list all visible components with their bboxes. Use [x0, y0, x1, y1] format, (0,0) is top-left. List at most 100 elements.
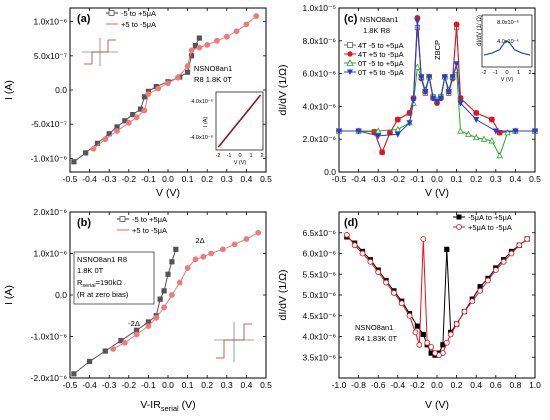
panel-c-xtick-label: -0.5	[332, 174, 347, 184]
panel-b-ytick-label: 0.0	[55, 290, 67, 300]
panel-a-series-2-point	[188, 47, 195, 54]
panel-d-legend: -5μA to +5μA +5μA to -5μA	[453, 213, 512, 232]
panel-b-series-2-point	[133, 331, 140, 338]
panel-b-series-2-point	[153, 314, 160, 321]
panel-c-xtick-label: 0.1	[451, 174, 463, 184]
panel-d-label: (d)	[344, 217, 358, 229]
panel-c-inset-point	[528, 53, 531, 56]
panel-a-inset: 4.0x10⁻⁶ -4.0x10⁻⁶ -2 -1 0 1 2 V (V) I (…	[189, 91, 264, 166]
panel-a-xtick-label: -0.5	[63, 174, 78, 184]
panel-a-series-1-point	[188, 53, 195, 59]
panel-c-inset-ytick-top: 8.0x10⁻⁶	[497, 19, 519, 26]
panel-a-series-2-point	[125, 119, 132, 126]
panel-c-yticks: 0.0 2.0x10⁻⁶ 4.0x10⁻⁶ 6.0x10⁻⁶ 8.0x10⁻⁶ 1.0x1…	[302, 3, 535, 177]
panel-d-series-2-point	[428, 343, 435, 350]
panel-c-series-4-point	[335, 128, 343, 135]
panel-a-series-2-point	[102, 136, 109, 143]
panel-d: -1.0 -0.8 -0.6 -0.4 -0.2 0.0 0.2 0.4 0.6 0.8 1.0 3…	[277, 211, 541, 411]
panel-c-ytick-label: 1.0x10⁻⁵	[302, 3, 336, 13]
panel-d-yticks: 3.5x10⁻⁶ 4.0x10⁻⁶ 4.5x10⁻⁶ 5.0x10⁻⁶ 5.5x10⁻⁶…	[302, 228, 535, 362]
panel-a-series-2-point	[133, 114, 140, 121]
panel-a-xtick-label: 0.0	[162, 174, 174, 184]
panel-c-annotation-1: NSNO8an1	[360, 15, 398, 24]
panel-a-ytick-label: -1.0x10⁻⁶	[31, 153, 67, 163]
panel-a-series-2-point	[233, 28, 240, 35]
panel-c-series-4-point	[414, 18, 421, 25]
panel-a-series-1-point	[130, 112, 136, 118]
panel-b-annotation-rserial: Rserial=190kΩ	[77, 278, 122, 289]
panel-a-series-2-point	[174, 74, 181, 81]
panel-b-annotation-r-sub: serial	[82, 283, 95, 289]
panel-d-series-2-point	[516, 242, 523, 249]
panel-b-series-1-point	[102, 348, 108, 354]
panel-d-series-2-point	[412, 329, 419, 336]
panel-d-series-2-point	[343, 231, 350, 238]
panel-c-inset-curve	[483, 40, 531, 56]
panel-c-inset-point	[506, 40, 508, 42]
panel-c-series-4-point	[473, 117, 480, 123]
panel-c-xtick-label: -0.3	[371, 174, 386, 184]
panel-d-ytick-label: 4.0x10⁻⁶	[302, 332, 336, 342]
panel-b-xtick-label: 0.4	[240, 380, 252, 390]
panel-b-xtick-label: -0.1	[141, 380, 156, 390]
panel-a-xtick-label: 0.1	[182, 174, 194, 184]
panel-b-annotation-gap-plus: 2Δ	[195, 236, 204, 245]
panel-b-ytick-label: 1.0x10⁻⁶	[33, 249, 67, 259]
panel-b-series-1-point	[165, 271, 171, 277]
panel-b-ytick-label: -2.0x10⁻⁶	[31, 373, 67, 383]
panel-b-series-2-point	[231, 241, 238, 248]
panel-c-series-3-point	[394, 125, 402, 132]
panel-a-inset-xtick-2: -1	[227, 153, 232, 159]
panel-a-series-2-point	[145, 91, 152, 97]
panel-d-legend-label-1: -5μA to +5μA	[468, 213, 512, 222]
panel-c-inset-title: dI/dV (1/ Ω)	[477, 15, 483, 46]
panel-c-inset-xlabel: V (V)	[501, 77, 514, 83]
panel-c-inset-point	[503, 41, 506, 44]
panel-d-xtick-label: 1.0	[529, 380, 541, 390]
panel-a-ytick-label: -5.0x10⁻⁷	[31, 119, 67, 129]
panel-c-inset-point	[521, 52, 523, 55]
panel-c-series-3-point	[414, 63, 421, 70]
panel-b-legend: -5 to +5μA +5 to -5μA	[117, 215, 167, 235]
panel-c-series-4-point	[453, 61, 460, 68]
panel-a-series-1-point	[83, 150, 89, 156]
panel-a-inset-curve	[217, 94, 262, 148]
panel-d-series-2-point	[351, 242, 358, 249]
panel-a-xlabel: V (V)	[156, 187, 180, 199]
panel-a-legend: -5 to +5μA +5 to -5μA	[106, 9, 156, 29]
panel-d-series-2-point	[443, 339, 450, 346]
panel-b-series-2-point	[169, 292, 175, 298]
panel-a-inset-xtick-1: -2	[216, 153, 221, 159]
panel-d-series-2-point	[500, 258, 507, 265]
panel-d-series-2-point	[375, 269, 382, 276]
panel-d-series	[343, 231, 531, 359]
panel-c-inset-ytick-bottom: 4.0x10⁻⁶	[497, 38, 519, 45]
panel-b-xtick-label: -0.3	[102, 380, 117, 390]
panel-b-annotation-4: (R at zero bias)	[77, 290, 129, 299]
panel-d-annotation-2: R4 1.83K 0T	[355, 334, 398, 343]
panel-b: -0.5 -0.4 -0.3 -0.2 -0.1 0.0 0.1 0.2 0.3 0.4 0.5 -…	[3, 207, 272, 413]
panel-c-series-4-point	[433, 98, 441, 105]
panel-b-annotation-gap-minus: -2Δ	[128, 319, 140, 328]
panel-d-series-2-point	[453, 321, 460, 327]
panel-a-series-2-point	[184, 63, 191, 69]
panel-b-series-2-point	[200, 253, 207, 260]
panel-c-inset: dI/dV (1/ Ω) 8.0x10⁻⁶ 4.0x10⁻⁶ -2 -1 0 1…	[477, 14, 533, 83]
panel-d-ylabel: dI/dV (1/Ω)	[277, 269, 289, 320]
panel-a-series-2-point	[90, 145, 97, 152]
panel-b-series-2-line	[112, 232, 259, 350]
panel-c-series-2-point	[379, 149, 386, 156]
panel-c-series-4-point	[457, 100, 464, 107]
panel-b-xtick-label: 0.2	[201, 380, 213, 390]
panel-a-series-2-point	[243, 21, 250, 28]
panel-a-inset-xtick-5: 2	[260, 153, 263, 159]
panel-d-xtick-label: 0.0	[431, 380, 443, 390]
panel-b-yticks: -2.0x10⁻⁶ -1.0x10⁻⁶ 0.0 1.0x10⁻⁶ 2.0x10⁻⁶	[31, 207, 266, 383]
panel-a-xtick-label: -0.2	[121, 174, 136, 184]
panel-c-inset-xtick-2: -1	[493, 70, 498, 76]
panel-c-series-3-point	[453, 66, 460, 73]
panel-d-xtick-label: -0.6	[371, 380, 386, 390]
panel-d-series-2-point	[432, 350, 438, 357]
panel-b-series-1-point	[173, 246, 179, 252]
